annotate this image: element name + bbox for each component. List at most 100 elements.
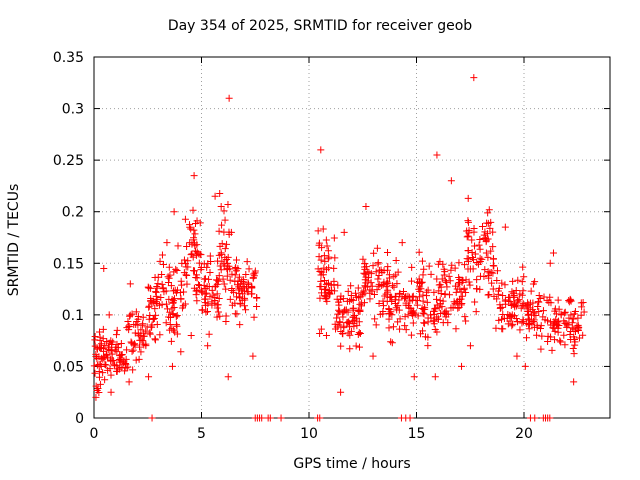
- data-point: [146, 329, 154, 337]
- data-point: [347, 282, 355, 290]
- data-point: [464, 257, 472, 265]
- data-point: [315, 253, 323, 261]
- data-point: [401, 313, 409, 321]
- data-point: [235, 273, 243, 281]
- data-point: [485, 291, 493, 299]
- data-point: [339, 313, 347, 321]
- data-point: [459, 277, 467, 285]
- data-point: [243, 288, 251, 296]
- data-point: [570, 325, 578, 333]
- data-point: [468, 248, 476, 256]
- data-point: [420, 265, 428, 273]
- data-point: [569, 345, 577, 353]
- data-point: [535, 298, 543, 306]
- data-point: [570, 350, 578, 358]
- data-point: [431, 373, 439, 381]
- data-point: [214, 308, 222, 316]
- data-point: [150, 299, 158, 307]
- data-point: [218, 240, 226, 248]
- data-point: [97, 340, 105, 348]
- data-point: [421, 319, 429, 327]
- x-tick-label: 10: [300, 426, 318, 442]
- data-point: [206, 293, 214, 301]
- data-point: [337, 388, 345, 396]
- plot-frame: [93, 56, 611, 419]
- data-point: [394, 318, 402, 326]
- data-point: [346, 331, 354, 339]
- data-point: [404, 292, 412, 300]
- data-point: [157, 294, 165, 302]
- data-point: [322, 331, 330, 339]
- data-point: [489, 243, 497, 251]
- data-point: [476, 235, 484, 243]
- data-point: [489, 285, 497, 293]
- data-point: [356, 343, 364, 351]
- data-point: [201, 285, 209, 293]
- x-tick-label: 20: [515, 426, 533, 442]
- data-point: [574, 326, 582, 334]
- data-point: [466, 342, 474, 350]
- data-point: [464, 218, 472, 226]
- data-point: [231, 299, 239, 307]
- x-tick-label: 15: [408, 426, 426, 442]
- data-point: [551, 327, 559, 335]
- data-point: [205, 275, 213, 283]
- data-point: [126, 311, 134, 319]
- data-point: [471, 250, 479, 258]
- data-point: [331, 287, 339, 295]
- data-point: [501, 281, 509, 289]
- data-point: [250, 313, 258, 321]
- data-point: [170, 295, 178, 303]
- data-point: [577, 299, 585, 307]
- x-tick-label: 5: [197, 426, 206, 442]
- data-point: [457, 295, 465, 303]
- data-point: [355, 329, 363, 337]
- data-point: [224, 201, 232, 209]
- data-point: [174, 242, 182, 250]
- data-point: [458, 300, 466, 308]
- data-point: [539, 307, 547, 315]
- data-point: [418, 278, 426, 286]
- data-point: [385, 315, 393, 323]
- data-point: [321, 277, 329, 285]
- data-point: [417, 330, 425, 338]
- data-point: [523, 307, 531, 315]
- data-point: [177, 295, 185, 303]
- data-point: [487, 269, 495, 277]
- data-point: [197, 251, 205, 259]
- data-point: [580, 308, 588, 316]
- data-point: [484, 219, 492, 227]
- data-point: [93, 387, 101, 395]
- data-point: [521, 362, 529, 370]
- data-point: [514, 298, 522, 306]
- data-point: [386, 294, 394, 302]
- data-point: [112, 331, 120, 339]
- data-point: [245, 265, 253, 273]
- data-point: [220, 207, 228, 215]
- data-point: [434, 315, 442, 323]
- data-point: [99, 335, 107, 343]
- data-point: [495, 284, 503, 292]
- data-point: [346, 345, 354, 353]
- data-point: [452, 288, 460, 296]
- data-point: [532, 311, 540, 319]
- data-point: [321, 291, 329, 299]
- data-point: [529, 317, 537, 325]
- data-point: [91, 342, 99, 350]
- data-point: [104, 353, 112, 361]
- data-point: [164, 273, 172, 281]
- data-point: [187, 331, 195, 339]
- data-point: [202, 289, 210, 297]
- data-point: [202, 308, 210, 316]
- data-point: [347, 292, 355, 300]
- data-point: [104, 366, 112, 374]
- data-point: [172, 321, 180, 329]
- data-point: [166, 321, 174, 329]
- data-point: [105, 343, 113, 351]
- data-point: [549, 249, 557, 257]
- data-point: [455, 273, 463, 281]
- data-point: [180, 269, 188, 277]
- data-point: [222, 285, 230, 293]
- data-point: [236, 285, 244, 293]
- data-point: [177, 348, 185, 356]
